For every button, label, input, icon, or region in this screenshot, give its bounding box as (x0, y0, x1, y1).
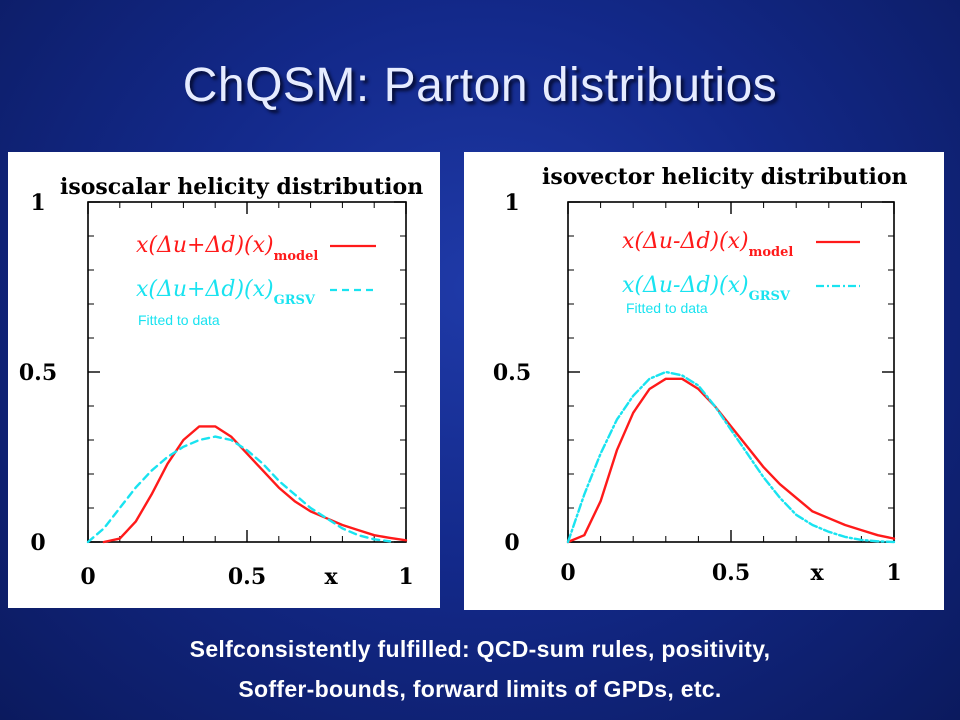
x-tick-label: 0.5 (712, 560, 750, 586)
y-tick-label: 1 (30, 190, 45, 216)
y-tick-label: 0 (504, 530, 519, 556)
legend-subscript: model (274, 249, 319, 264)
y-tick-label: 0 (30, 530, 45, 556)
x-axis-label: x (324, 564, 338, 590)
legend-main-text: x(Δu-Δd)(x) (622, 229, 749, 254)
legend-main-text: x(Δu-Δd)(x) (622, 273, 749, 298)
legend-subscript: model (749, 245, 794, 260)
chart-panel-isovector: isovector helicity distribution 0 0.5 1 0 0.5… (464, 152, 944, 610)
legend-entry-model: x(Δu-Δd)(x)model (622, 229, 793, 260)
x-tick-label: 0.5 (228, 564, 266, 590)
y-tick-label: 1 (504, 190, 519, 216)
x-tick-label: 1 (886, 560, 901, 586)
slide-title: ChQSM: Parton distributios (182, 59, 778, 112)
x-tick-label: 1 (398, 564, 413, 590)
legend-entry-grsv: x(Δu+Δd)(x)GRSV (136, 277, 316, 308)
chart-title: isoscalar helicity distribution (60, 174, 423, 200)
legend-subscript: GRSV (274, 293, 316, 308)
legend-main-text: x(Δu+Δd)(x) (136, 233, 274, 258)
y-tick-label: 0.5 (493, 360, 531, 386)
x-tick-label: 0 (80, 564, 95, 590)
legend-main-text: x(Δu+Δd)(x) (136, 277, 274, 302)
isoscalar-chart-svg: isoscalar helicity distribution 0 0.5 1 0 0.5… (19, 174, 423, 590)
legend-subscript: GRSV (749, 289, 791, 304)
fitted-annotation: Fitted to data (626, 300, 708, 316)
series-line-grsv (566, 370, 896, 544)
series-line-model (566, 377, 896, 544)
caption-line-2: Soffer-bounds, forward limits of GPDs, e… (238, 676, 722, 702)
legend-entry-grsv: x(Δu-Δd)(x)GRSV (622, 273, 791, 304)
caption-line-1: Selfconsistently fulfilled: QCD-sum rule… (189, 636, 771, 662)
chart-panel-isoscalar: isoscalar helicity distribution 0 0.5 1 0 0.5… (8, 152, 440, 608)
fitted-annotation: Fitted to data (138, 312, 220, 328)
isovector-chart-svg: isovector helicity distribution 0 0.5 1 0 0.5… (493, 164, 908, 586)
series-line-grsv (86, 435, 392, 544)
chart-title: isovector helicity distribution (542, 164, 908, 190)
x-axis-label: x (810, 560, 824, 586)
y-tick-label: 0.5 (19, 360, 57, 386)
x-tick-label: 0 (560, 560, 575, 586)
legend-entry-model: x(Δu+Δd)(x)model (136, 233, 318, 264)
series-line-model (102, 425, 408, 544)
